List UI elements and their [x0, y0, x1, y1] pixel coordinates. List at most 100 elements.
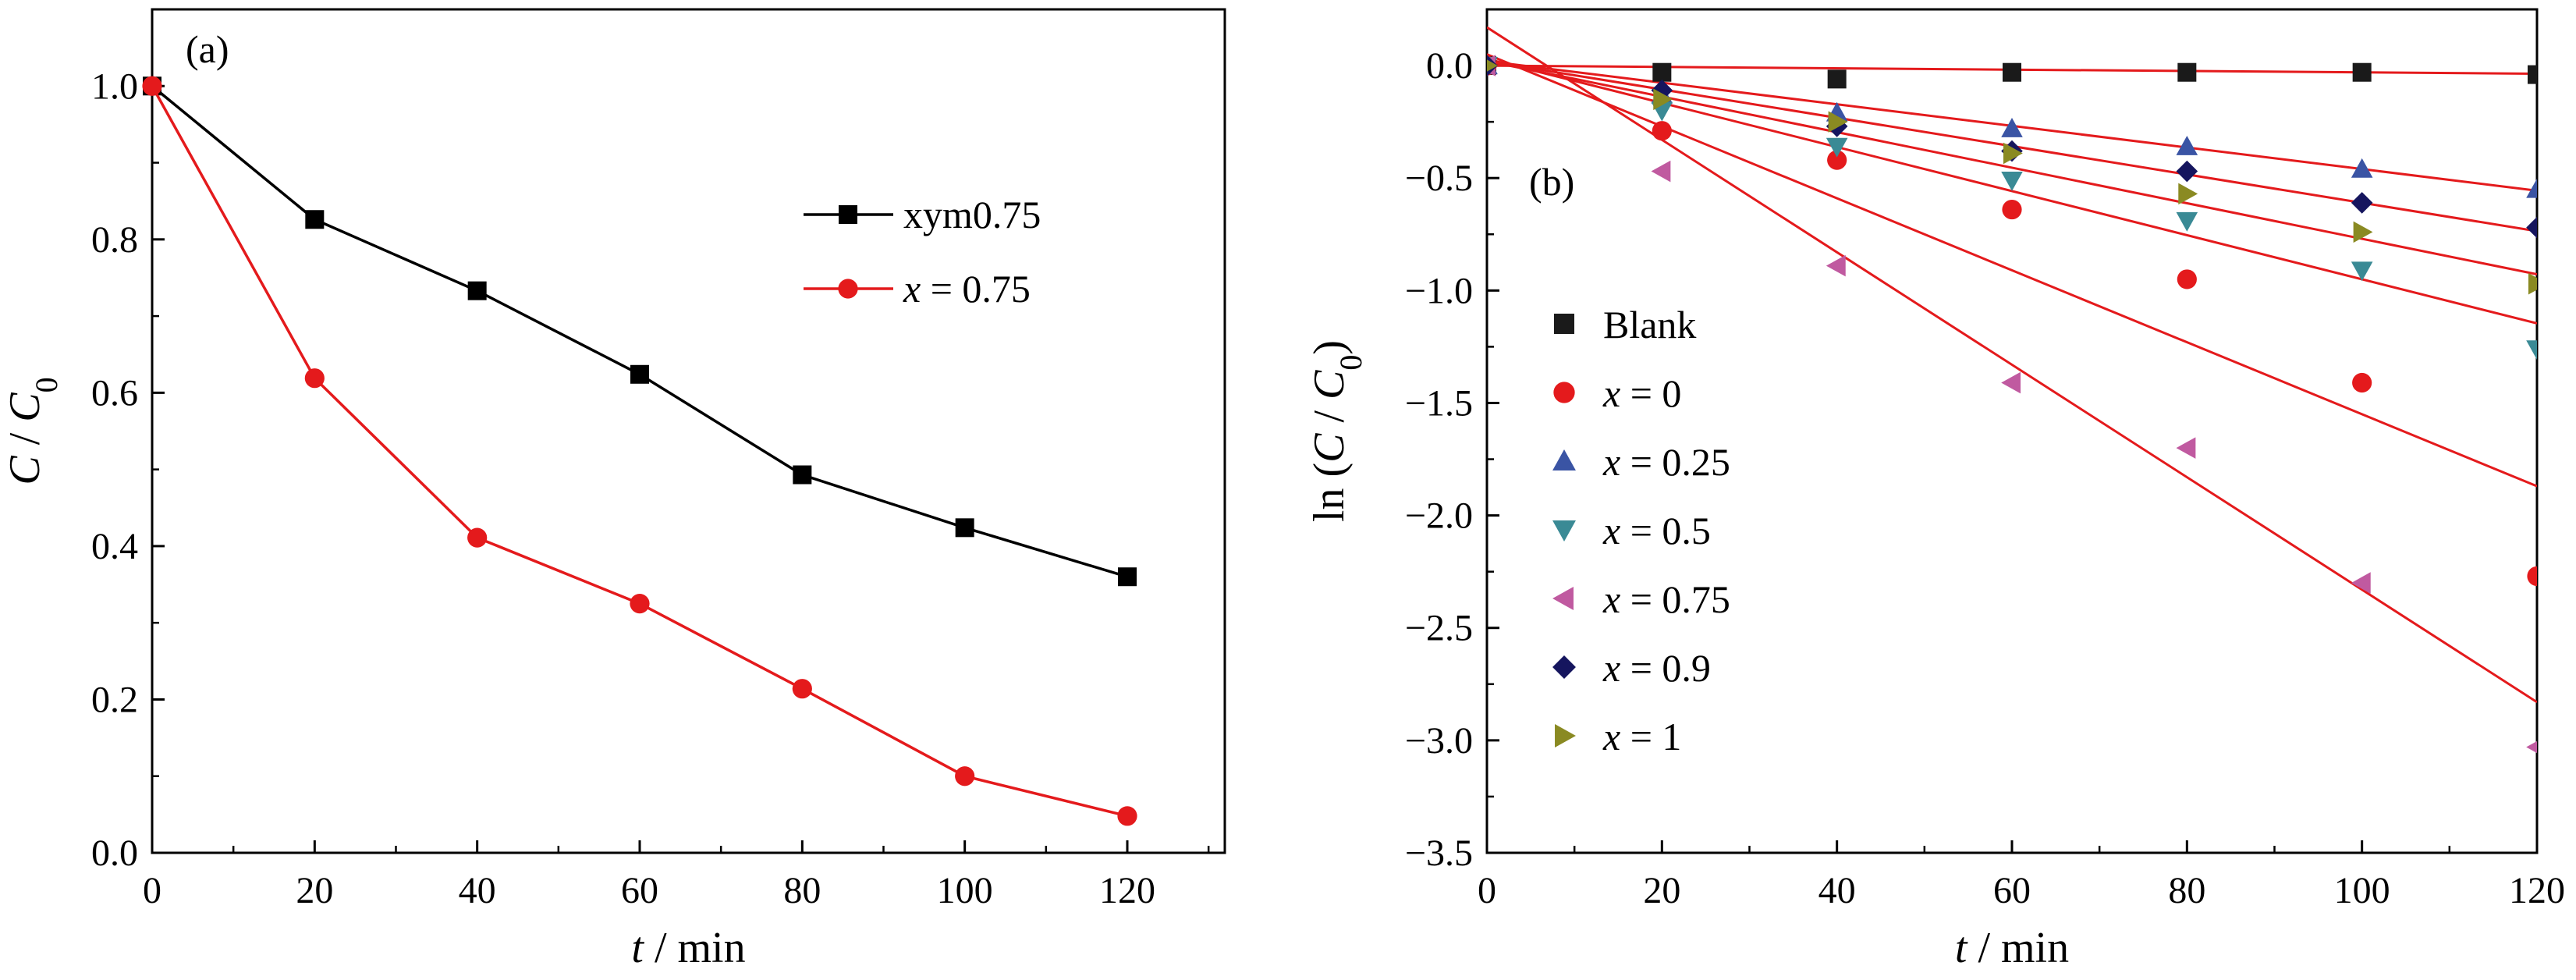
data-point	[630, 364, 649, 384]
x-tick-label: 100	[937, 870, 993, 911]
legend-label-text: = 0.9	[1620, 646, 1711, 690]
data-point	[2003, 62, 2021, 82]
legend-label: x = 0.9	[1602, 646, 1711, 690]
data-point	[2001, 172, 2023, 191]
data-point	[792, 679, 812, 699]
legend-marker	[1555, 724, 1576, 747]
legend-label-symbol: x	[1602, 440, 1620, 484]
legend-label-symbol: x	[1602, 646, 1620, 690]
y-tick-label: 0.0	[91, 833, 138, 874]
y-axis-title: C / C0	[1, 377, 64, 485]
y-tick-label: 0.8	[91, 219, 138, 261]
x-tick-label: 120	[2509, 870, 2565, 911]
x-tick-label: 120	[1099, 870, 1155, 911]
y-tick-label: 0.0	[1426, 45, 1473, 87]
data-point	[2352, 372, 2372, 393]
data-point	[2176, 160, 2198, 183]
data-point	[2351, 261, 2373, 282]
x-tick-label: 0	[143, 870, 161, 911]
panel-b-chart: 0 20 40 60 80 100 120 0.0 −0.5 −1.0 −1.5 −2.0 −2.5 −3…	[1305, 8, 2565, 972]
y-axis-title-part: ln (	[1305, 463, 1354, 522]
data-point	[2528, 272, 2537, 295]
y-tick-label: −0.5	[1405, 158, 1473, 199]
data-point	[2001, 371, 2021, 394]
data-point	[2003, 142, 2023, 165]
y-axis-title-part: C	[1, 392, 49, 422]
data-point	[2351, 572, 2371, 594]
legend-label-text: Blank	[1603, 303, 1696, 346]
data-point	[1652, 62, 1672, 82]
legend-label-symbol: x	[1602, 577, 1620, 621]
data-point	[2352, 62, 2372, 82]
x-axis-title: t / min	[1955, 924, 2069, 972]
data-point	[2526, 740, 2537, 754]
y-axis-title-part: C	[1305, 370, 1354, 399]
x-tick-label: 20	[1643, 870, 1680, 911]
y-axis-title-part: )	[1305, 340, 1354, 355]
x-tick-label: 100	[2334, 870, 2390, 911]
data-point	[2001, 117, 2023, 137]
y-axis-title: ln (C / C0)	[1305, 340, 1368, 522]
data-point	[142, 76, 162, 96]
x-tick-label: 60	[1993, 870, 2031, 911]
data-point	[2528, 65, 2537, 84]
x-tick-label: 40	[459, 870, 496, 911]
data-point	[2178, 183, 2198, 205]
legend-label-symbol: x	[1602, 509, 1620, 552]
plot-frame	[151, 8, 1226, 854]
legend-label: xym0.75	[903, 193, 1041, 236]
y-axis-title-part: /	[1, 422, 49, 456]
y-axis-title-subscript: 0	[29, 377, 64, 392]
data-point	[955, 518, 974, 538]
data-point	[1826, 137, 1848, 158]
legend-label-symbol: x	[1602, 715, 1620, 758]
legend-marker	[1554, 314, 1574, 334]
legend-label: x = 0.5	[1602, 509, 1711, 552]
x-axis-title-symbol: t	[631, 924, 644, 972]
legend-label-text: = 0.5	[1620, 509, 1711, 552]
legend-label: x = 1	[1602, 715, 1681, 758]
legend-marker	[1553, 382, 1575, 403]
data-point	[305, 210, 325, 229]
y-tick-label: 0.2	[91, 679, 138, 720]
data-point	[2176, 211, 2198, 232]
y-tick-label: −2.0	[1405, 495, 1473, 537]
data-point	[304, 368, 325, 389]
x-tick-label: 20	[296, 870, 333, 911]
data-point	[793, 465, 812, 485]
legend-label-symbol: x	[903, 267, 921, 311]
y-tick-label: 0.6	[91, 372, 138, 414]
legend-label: x = 0.75	[1602, 577, 1730, 621]
data-point	[1117, 806, 1137, 826]
legend-label-text: = 1	[1620, 715, 1681, 758]
data-point	[2351, 192, 2373, 214]
data-point	[1826, 254, 1846, 277]
data-point	[1487, 59, 1498, 72]
legend-marker	[1552, 655, 1576, 679]
x-tick-label: 40	[1818, 870, 1856, 911]
data-point	[2527, 566, 2537, 587]
legend-label-symbol: x	[1602, 371, 1620, 415]
legend-label: x = 0	[1602, 371, 1681, 415]
y-axis-title-part: C	[1305, 433, 1354, 463]
data-point	[2176, 437, 2196, 459]
y-tick-label: −2.5	[1405, 608, 1473, 649]
x-tick-label: 60	[621, 870, 658, 911]
panel-label: (b)	[1529, 160, 1574, 204]
data-point	[2526, 178, 2537, 198]
fit-line-6	[1487, 59, 2537, 276]
legend-label-text: = 0.75	[921, 267, 1031, 311]
legend-label-text: xym0.75	[903, 193, 1041, 236]
legend-label: x = 0.25	[1602, 440, 1730, 484]
y-axis-title-subscript: 0	[1333, 355, 1368, 371]
data-point	[1652, 121, 1672, 141]
legend-marker	[1552, 520, 1576, 541]
data-point	[955, 766, 975, 786]
x-tick-label: 80	[783, 870, 821, 911]
x-axis-title: t / min	[631, 924, 745, 972]
data-point	[467, 281, 487, 300]
y-tick-label: −3.0	[1405, 720, 1473, 762]
y-tick-label: −3.5	[1405, 833, 1473, 874]
y-tick-label: −1.5	[1405, 382, 1473, 424]
